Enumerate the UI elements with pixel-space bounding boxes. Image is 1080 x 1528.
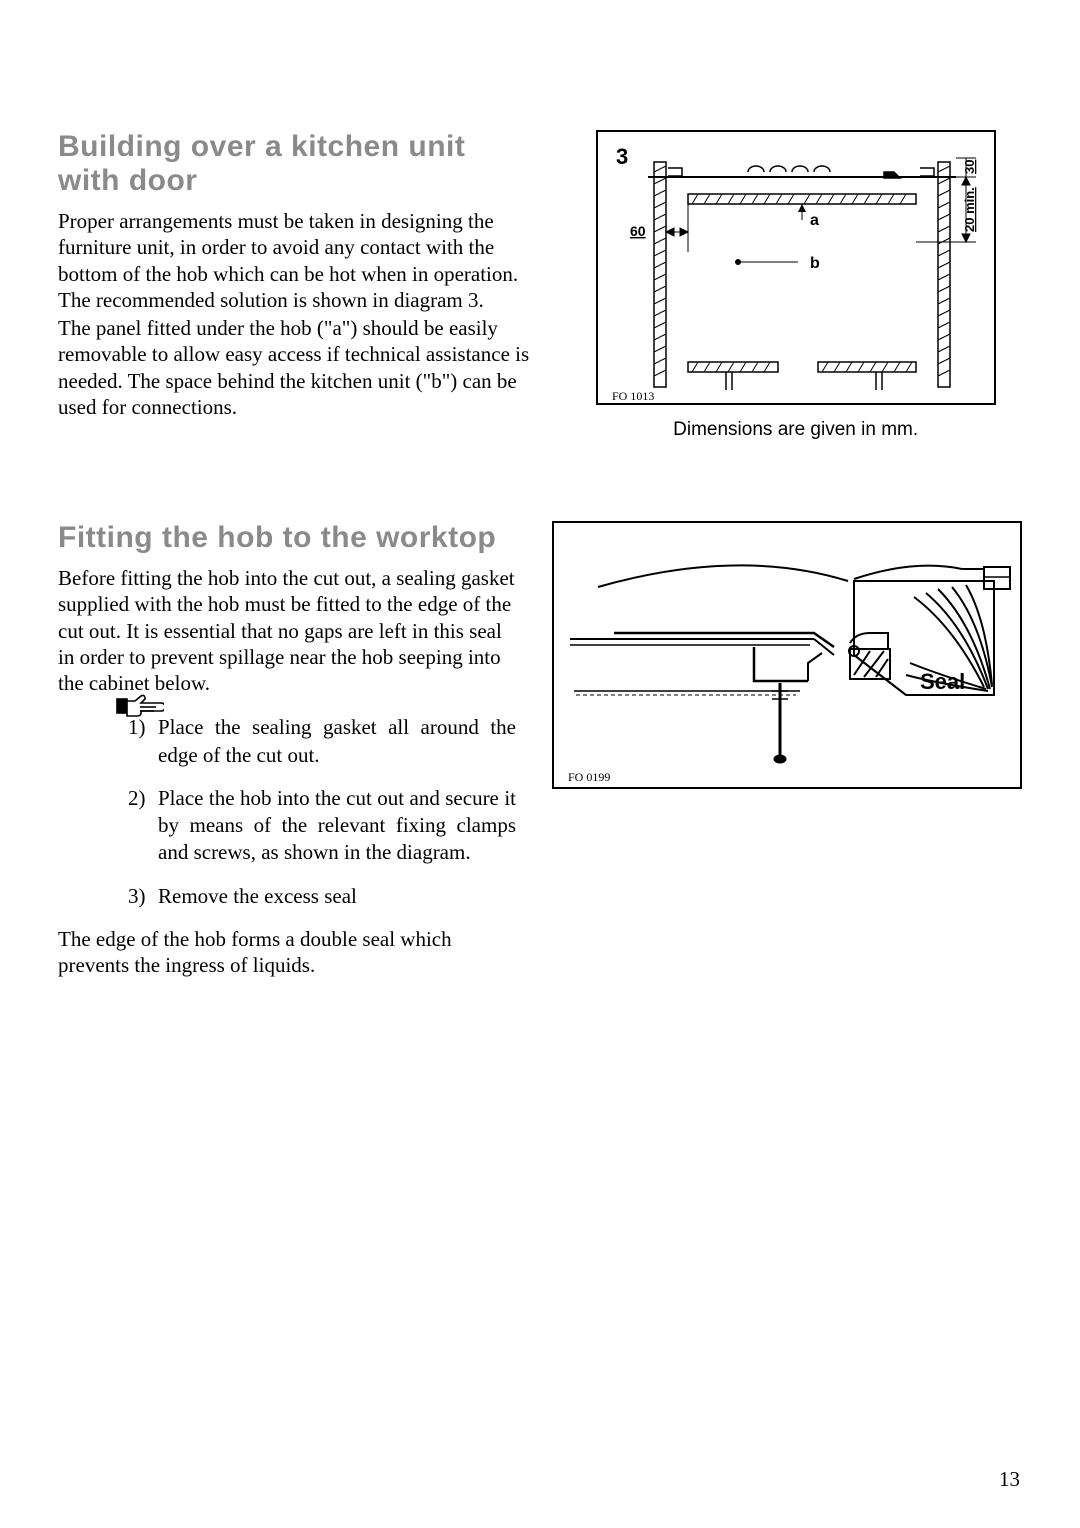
seal-label: Seal (920, 669, 965, 694)
fo-code-1: FO 1013 (612, 389, 654, 403)
step-1-num: 1) (128, 714, 158, 769)
dim-60: 60 (630, 223, 646, 239)
section1-para2: The panel fitted under the hob ("a") sho… (58, 315, 533, 420)
label-a: a (810, 212, 819, 229)
section2-para1: Before fitting the hob into the cut out,… (58, 565, 516, 696)
fig3-number: 3 (616, 144, 628, 169)
step-3: 3) Remove the excess seal (128, 883, 516, 910)
step-2-num: 2) (128, 785, 158, 867)
step-2-text: Place the hob into the cut out and secur… (158, 785, 516, 867)
step-1: 1) Place the sealing gasket all around t… (128, 714, 516, 769)
hand-pointer-icon (116, 693, 164, 721)
section2-heading: Fitting the hob to the worktop (58, 521, 516, 555)
step-2: 2) Place the hob into the cut out and se… (128, 785, 516, 867)
step-3-text: Remove the excess seal (158, 883, 516, 910)
label-b: b (810, 255, 820, 272)
page-number: 13 (999, 1467, 1020, 1492)
section1-heading: Building over a kitchen unit with door (58, 130, 533, 198)
step-1-text: Place the sealing gasket all around the … (158, 714, 516, 769)
diagram-3: 3 (596, 130, 996, 405)
dim-20min: 20 min. (962, 187, 977, 232)
section2-para2: The edge of the hob forms a double seal … (58, 926, 516, 979)
fig3-caption: Dimensions are given in mm. (673, 419, 918, 441)
section1-para1: Proper arrangements must be taken in des… (58, 208, 533, 313)
step-3-num: 3) (128, 883, 158, 910)
dim-30: 30 (962, 160, 977, 174)
fo-code-2: FO 0199 (568, 770, 610, 784)
diagram-seal: Seal FO 0199 (552, 521, 1022, 789)
